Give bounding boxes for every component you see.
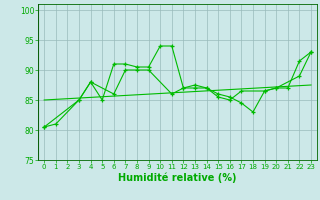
X-axis label: Humidité relative (%): Humidité relative (%) <box>118 173 237 183</box>
